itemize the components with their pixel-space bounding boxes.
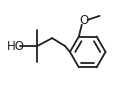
Text: O: O: [79, 14, 88, 27]
Text: HO: HO: [7, 39, 25, 53]
